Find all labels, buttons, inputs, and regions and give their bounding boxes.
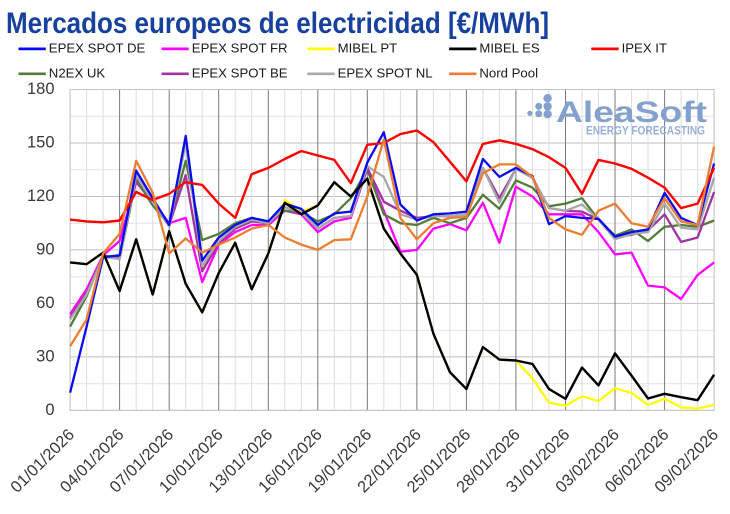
svg-text:MIBEL PT: MIBEL PT (338, 41, 398, 56)
svg-text:N2EX UK: N2EX UK (49, 66, 106, 81)
svg-text:ENERGY FORECASTING: ENERGY FORECASTING (586, 123, 705, 137)
svg-text:Nord Pool: Nord Pool (479, 66, 538, 81)
svg-text:AleaSoft: AleaSoft (556, 96, 707, 129)
svg-text:EPEX SPOT FR: EPEX SPOT FR (192, 41, 288, 56)
svg-text:0: 0 (45, 401, 54, 419)
svg-text:180: 180 (27, 80, 55, 98)
svg-text:30: 30 (36, 348, 54, 366)
svg-text:120: 120 (27, 187, 55, 205)
svg-text:150: 150 (27, 134, 55, 152)
svg-text:EPEX SPOT NL: EPEX SPOT NL (338, 66, 433, 81)
svg-text:EPEX SPOT DE: EPEX SPOT DE (49, 41, 146, 56)
svg-text:Mercados europeos de electrici: Mercados europeos de electricidad [€/MWh… (6, 8, 549, 40)
svg-text:MIBEL ES: MIBEL ES (479, 41, 540, 56)
svg-text:60: 60 (36, 294, 54, 312)
svg-text:90: 90 (36, 241, 54, 259)
svg-text:EPEX SPOT BE: EPEX SPOT BE (192, 66, 288, 81)
svg-text:IPEX IT: IPEX IT (622, 41, 667, 56)
